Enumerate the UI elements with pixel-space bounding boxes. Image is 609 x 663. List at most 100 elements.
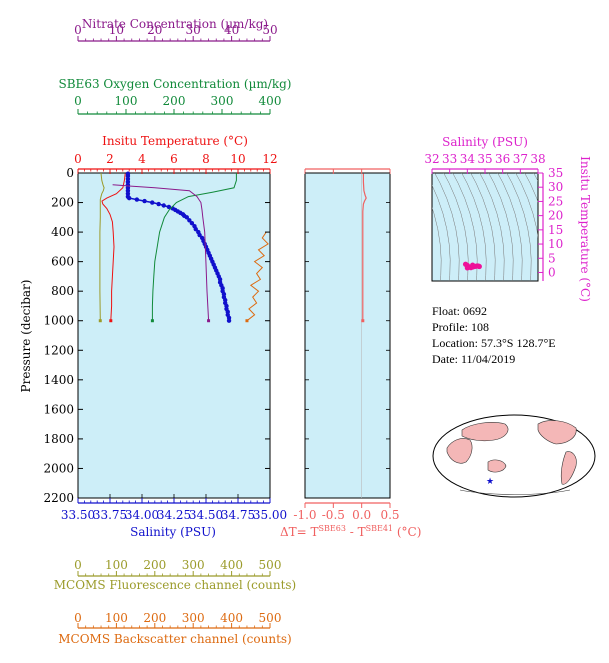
density-contour [515, 173, 538, 238]
oxygen-axis-title: SBE63 Oxygen Concentration (µm/kg) [59, 77, 292, 91]
oxygen-tick-label: 300 [211, 94, 234, 108]
ts-x-tick-label: 37 [513, 152, 528, 166]
temperature-axis-title: Insitu Temperature (°C) [102, 134, 248, 148]
delta-endpoint [361, 319, 365, 323]
fluorescence-endpoint [98, 319, 102, 323]
ts-y-tick-label: 25 [548, 194, 563, 208]
nitrate-line [112, 184, 210, 321]
ts-y-tick-label: 30 [548, 180, 563, 194]
oxygen-axis: 0 100 200 300 400 [74, 94, 281, 115]
nitrate-axis: 0 10 20 30 40 50 [74, 23, 278, 42]
pressure-tick-label: 1400 [43, 373, 74, 387]
profile-plot-area [77, 172, 271, 499]
density-contour [443, 173, 469, 281]
temperature-tick-label: 8 [202, 152, 210, 166]
salinity-point [161, 203, 166, 208]
nitrate-tick-label: 40 [224, 23, 239, 37]
map-landmass-africa [446, 438, 473, 464]
salinity-tick-label: 33.75 [93, 508, 127, 522]
delta-tick-label: -0.5 [322, 508, 345, 522]
nitrate-endpoint [207, 319, 211, 323]
ts-point [464, 265, 470, 271]
nitrate-tick-label: 0 [74, 23, 82, 37]
temperature-tick-label: 4 [138, 152, 146, 166]
map-landmass-australia [487, 459, 507, 473]
nitrate-tick-label: 30 [186, 23, 201, 37]
temperature-tick-label: 6 [170, 152, 178, 166]
salinity-point [193, 226, 198, 232]
density-contour [479, 173, 505, 281]
ts-temperature-axis-title: Insitu Temperature (°C) [578, 156, 592, 302]
temperature-tick-label: 2 [106, 152, 114, 166]
density-contour [497, 173, 523, 281]
map-landmass-eurasia [461, 422, 509, 442]
density-contour [506, 173, 532, 281]
salinity-point [156, 201, 161, 207]
pressure-tick-label: 600 [51, 255, 74, 269]
delta-tick-label: 0.0 [352, 508, 371, 522]
salinity-point [127, 195, 132, 201]
salinity-axis-title: Salinity (PSU) [130, 525, 216, 539]
delta-sup1: SBE63 [319, 524, 346, 533]
ts-x-tick-label: 36 [495, 152, 510, 166]
density-contour [524, 173, 538, 203]
nitrate-axis-title: Nitrate Concentration (µm/kg) [82, 17, 268, 31]
delta-line [362, 173, 367, 321]
nitrate-tick-label: 20 [147, 23, 162, 37]
salinity-point [187, 218, 192, 223]
backscatter-endpoint [245, 319, 249, 323]
temperature-tick-label: 12 [262, 152, 277, 166]
fluorescence-tick-label: 200 [143, 558, 166, 572]
density-contours [432, 173, 538, 281]
backscatter-axis-title: MCOMS Backscatter channel (counts) [58, 632, 291, 646]
ts-y-tick-label: 10 [548, 237, 563, 251]
profile-number-text: Profile: 108 [432, 320, 489, 334]
salinity-tick-label: 34.00 [125, 508, 159, 522]
salinity-point [197, 232, 202, 238]
date-text: Date: 11/04/2019 [432, 352, 516, 366]
ts-y-tick-label: 20 [548, 209, 563, 223]
pressure-tick-label: 1200 [43, 343, 74, 357]
pressure-tick-label: 1600 [43, 402, 74, 416]
ts-x-tick-label: 35 [477, 152, 492, 166]
location-map: ★ [432, 414, 596, 498]
salinity-point [134, 197, 140, 202]
fluorescence-line [99, 172, 105, 321]
salinity-tick-label: 34.75 [221, 508, 255, 522]
temperature-line [101, 173, 126, 321]
ts-point [470, 262, 476, 268]
ts-x-tick-label: 38 [530, 152, 545, 166]
oxygen-tick-label: 200 [163, 94, 186, 108]
density-contour [470, 173, 496, 281]
temperature-tick-label: 10 [230, 152, 245, 166]
salinity-point [226, 318, 232, 323]
pressure-tick-label: 400 [51, 225, 74, 239]
profile-series [98, 171, 269, 323]
pressure-tick-label: 1000 [43, 314, 74, 328]
backscatter-tick-label: 0 [74, 611, 82, 625]
backscatter-tick-label: 400 [220, 611, 243, 625]
fluorescence-tick-label: 400 [220, 558, 243, 572]
salinity-tick-label: 34.25 [157, 508, 191, 522]
salinity-tick-label: 33.50 [61, 508, 95, 522]
ts-x-tick-label: 32 [424, 152, 439, 166]
pressure-tick-label: 0 [66, 166, 74, 180]
float-id-text: Float: 0692 [432, 304, 488, 318]
ts-y-tick-label: 15 [548, 223, 563, 237]
delta-mid: - T [346, 525, 366, 539]
pressure-tick-label: 2000 [43, 461, 74, 475]
fluorescence-axis-title: MCOMS Fluorescence channel (counts) [54, 578, 297, 592]
delta-tick-label: -1.0 [293, 508, 316, 522]
delta-axis-title: ΔT= TSBE63 - TSBE41 (°C) [280, 524, 421, 539]
nitrate-tick-label: 10 [109, 23, 124, 37]
density-contour [432, 184, 451, 281]
oxygen-tick-label: 0 [74, 94, 82, 108]
backscatter-tick-label: 100 [105, 611, 128, 625]
backscatter-axis: 0 100 200 300 400 500 [74, 611, 281, 629]
ts-x-tick-label: 33 [442, 152, 457, 166]
salinity-tick-label: 35.00 [253, 508, 287, 522]
salinity-point [166, 204, 172, 210]
ts-series [462, 261, 482, 271]
